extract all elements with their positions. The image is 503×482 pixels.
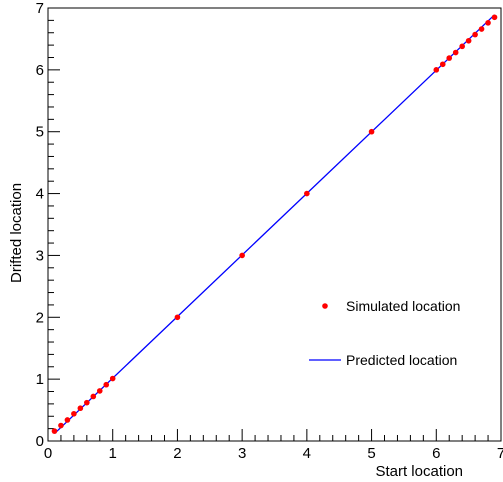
x-tick-label: 6	[432, 445, 440, 462]
simulated-point	[446, 55, 453, 61]
simulated-point	[64, 417, 71, 423]
simulated-point	[96, 388, 103, 394]
simulated-point	[485, 20, 491, 26]
simulated-point	[472, 31, 478, 38]
simulated-point	[58, 422, 64, 429]
legend-predicted-label: Predicted location	[346, 352, 457, 368]
x-tick-label: 1	[109, 445, 117, 462]
predicted-line	[54, 14, 495, 435]
x-tick-label: 3	[238, 445, 246, 462]
legend-simulated-label: Simulated location	[346, 298, 460, 314]
y-axis-label: Drifted location	[8, 183, 25, 283]
x-axis-label: Start location	[375, 463, 463, 480]
simulated-point	[465, 37, 472, 44]
simulated-point	[433, 67, 440, 73]
y-tick-label: 3	[36, 247, 44, 264]
simulated-point	[90, 393, 97, 400]
simulated-point	[439, 61, 446, 68]
simulated-point	[51, 428, 58, 434]
x-tick-label: 0	[44, 445, 52, 462]
legend: Simulated location Predicted location	[309, 298, 460, 368]
y-tick-label: 6	[36, 62, 44, 79]
plot-frame	[47, 7, 502, 442]
x-tick-label: 5	[367, 445, 375, 462]
simulated-point	[304, 190, 310, 197]
simulated-point	[103, 381, 110, 388]
y-tick-label: 7	[36, 0, 44, 17]
simulated-point	[239, 252, 245, 259]
y-tick-label: 2	[36, 309, 44, 326]
y-tick-label: 1	[36, 371, 44, 388]
x-tick-label: 2	[173, 445, 181, 462]
simulated-point	[174, 314, 181, 321]
simulated-point	[84, 399, 90, 406]
simulated-point	[109, 375, 116, 382]
y-tick-label: 0	[36, 433, 44, 450]
simulated-point	[478, 26, 485, 32]
simulated-point	[452, 49, 459, 56]
legend-simulated-marker	[322, 303, 328, 309]
simulated-point	[459, 43, 465, 50]
predicted-line-group	[54, 14, 495, 435]
simulated-points-group	[51, 14, 498, 434]
simulated-point	[491, 14, 498, 21]
simulated-point	[368, 128, 375, 135]
y-tick-label: 4	[36, 186, 44, 203]
simulated-point	[71, 410, 77, 417]
x-tick-label: 4	[303, 445, 311, 462]
x-tick-label: 7	[497, 445, 503, 462]
simulated-point	[77, 405, 84, 412]
ticks: 0 1 2 3 4 5 6 7 0 1 2 3 4 5 6 7	[36, 0, 503, 462]
y-tick-label: 5	[36, 124, 44, 141]
axes	[47, 7, 502, 442]
